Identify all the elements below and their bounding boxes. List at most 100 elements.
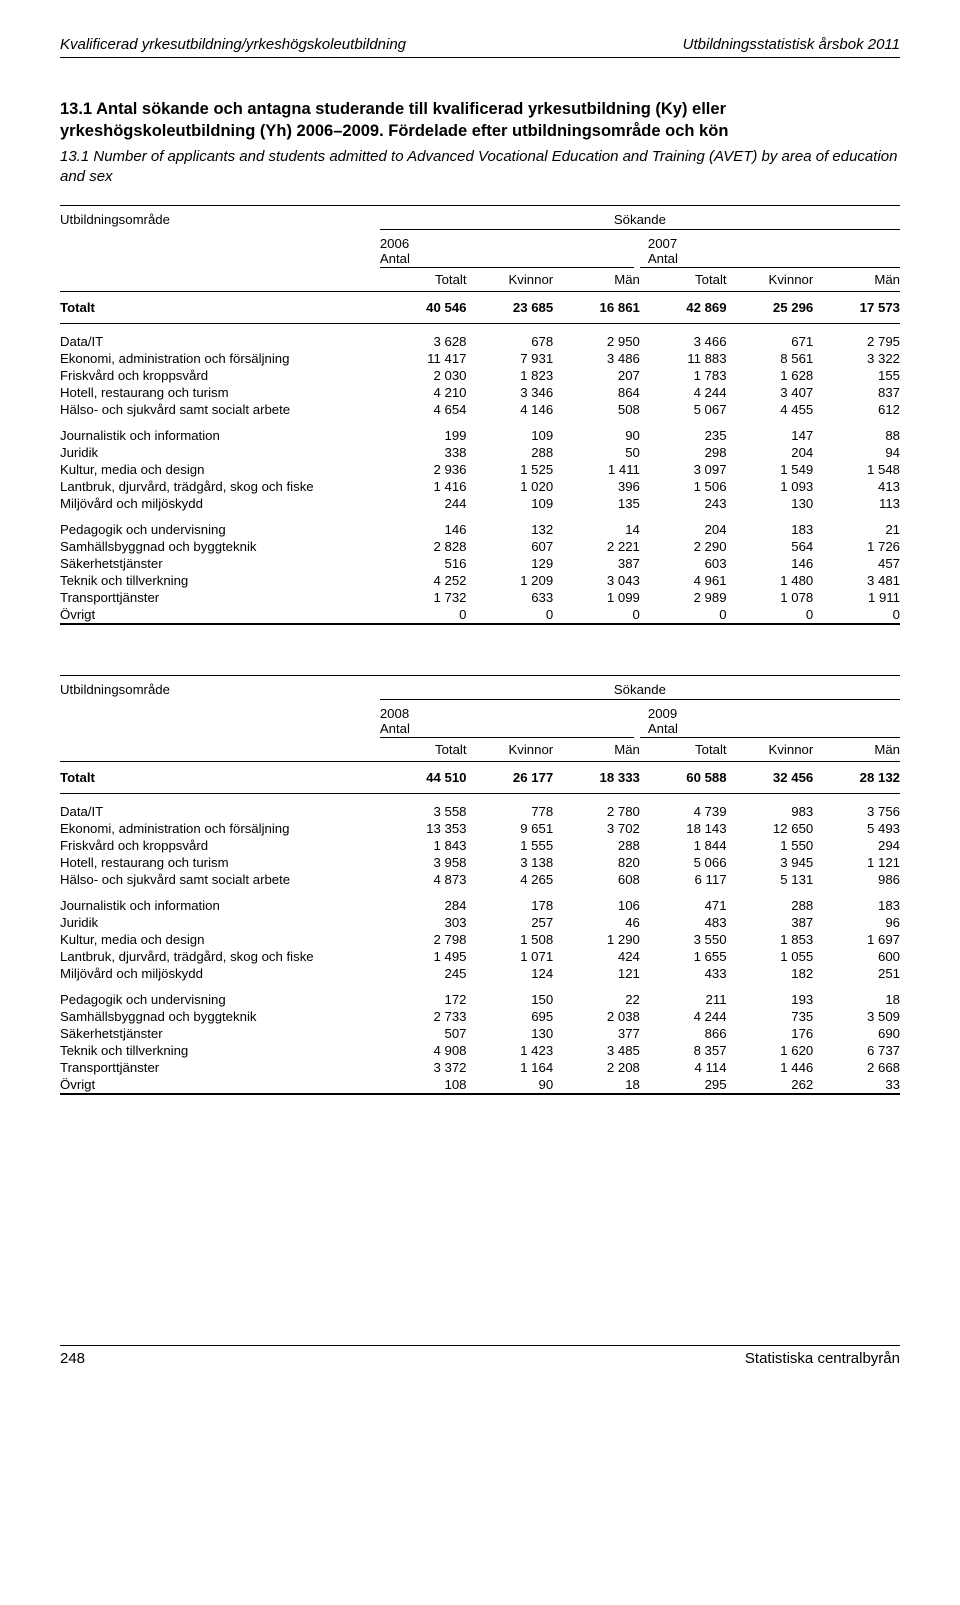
col-blank — [60, 271, 380, 292]
data-cell: 33 — [813, 1076, 900, 1094]
data-cell: 5 067 — [640, 401, 727, 418]
data-cell: 3 702 — [553, 820, 640, 837]
data-cell: 3 138 — [467, 854, 554, 871]
table-row: Teknik och tillverkning4 9081 4233 4858 … — [60, 1042, 900, 1059]
data-cell: 5 131 — [727, 871, 814, 888]
col-header: Kvinnor — [467, 741, 554, 762]
table-row: Pedagogik och undervisning14613214204183… — [60, 512, 900, 538]
col-header: Män — [813, 271, 900, 292]
data-cell: 147 — [727, 418, 814, 444]
table-row: Hälso- och sjukvård samt socialt arbete4… — [60, 401, 900, 418]
data-cell: 1 525 — [467, 461, 554, 478]
data-cell: 183 — [727, 512, 814, 538]
table-row: Transporttjänster1 7326331 0992 9891 078… — [60, 589, 900, 606]
page-header: Kvalificerad yrkesutbildning/yrkeshögsko… — [60, 36, 900, 58]
table-2006-2007: UtbildningsområdeSökande2006Antal2007Ant… — [60, 205, 900, 625]
data-cell: 8 561 — [727, 350, 814, 367]
data-cell: 11 883 — [640, 350, 727, 367]
data-cell: 7 931 — [467, 350, 554, 367]
data-cell: 132 — [467, 512, 554, 538]
data-cell: 1 783 — [640, 367, 727, 384]
data-cell: 3 958 — [380, 854, 467, 871]
total-cell: 44 510 — [380, 762, 467, 794]
data-cell: 90 — [553, 418, 640, 444]
row-label: Journalistik och information — [60, 418, 380, 444]
row-label: Data/IT — [60, 794, 380, 821]
table-row: Journalistik och information284178106471… — [60, 888, 900, 914]
data-cell: 2 290 — [640, 538, 727, 555]
col-header: Totalt — [380, 741, 467, 762]
col-header: Totalt — [640, 271, 727, 292]
data-cell: 4 252 — [380, 572, 467, 589]
data-cell: 109 — [467, 495, 554, 512]
data-cell: 4 244 — [640, 1008, 727, 1025]
data-cell: 1 099 — [553, 589, 640, 606]
table-row: Samhällsbyggnad och byggteknik2 8286072 … — [60, 538, 900, 555]
data-cell: 433 — [640, 965, 727, 982]
data-cell: 2 668 — [813, 1059, 900, 1076]
data-cell: 1 446 — [727, 1059, 814, 1076]
table-row: Miljövård och miljöskydd2441091352431301… — [60, 495, 900, 512]
data-cell: 94 — [813, 444, 900, 461]
data-cell: 130 — [467, 1025, 554, 1042]
table-row: Ekonomi, administration och försäljning1… — [60, 350, 900, 367]
data-cell: 1 209 — [467, 572, 554, 589]
data-cell: 457 — [813, 555, 900, 572]
year-right: 2007Antal — [640, 230, 900, 268]
total-cell: 60 588 — [640, 762, 727, 794]
row-label: Hotell, restaurang och turism — [60, 854, 380, 871]
data-cell: 18 — [553, 1076, 640, 1094]
col-header: Män — [553, 741, 640, 762]
col-header: Män — [553, 271, 640, 292]
table-row: Friskvård och kroppsvård2 0301 8232071 7… — [60, 367, 900, 384]
data-cell: 1 823 — [467, 367, 554, 384]
data-cell: 204 — [640, 512, 727, 538]
data-cell: 1 164 — [467, 1059, 554, 1076]
data-cell: 12 650 — [727, 820, 814, 837]
row-label: Friskvård och kroppsvård — [60, 837, 380, 854]
page-footer: 248 Statistiska centralbyrån — [60, 1345, 900, 1367]
total-cell: 25 296 — [727, 292, 814, 324]
table-row: Övrigt000000 — [60, 606, 900, 624]
data-cell: 251 — [813, 965, 900, 982]
data-cell: 3 756 — [813, 794, 900, 821]
data-cell: 295 — [640, 1076, 727, 1094]
col-header: Totalt — [640, 741, 727, 762]
year-left: 2008Antal — [380, 700, 640, 738]
data-cell: 1 844 — [640, 837, 727, 854]
data-cell: 3 372 — [380, 1059, 467, 1076]
data-cell: 3 466 — [640, 324, 727, 351]
data-cell: 1 055 — [727, 948, 814, 965]
col-header: Totalt — [380, 271, 467, 292]
data-cell: 1 121 — [813, 854, 900, 871]
title-block: 13.1 Antal sökande och antagna studerand… — [60, 98, 900, 187]
data-cell: 211 — [640, 982, 727, 1008]
table-row: Kultur, media och design2 7981 5081 2903… — [60, 931, 900, 948]
table-row: Juridik3032574648338796 — [60, 914, 900, 931]
row-label: Samhällsbyggnad och byggteknik — [60, 538, 380, 555]
data-cell: 2 936 — [380, 461, 467, 478]
data-cell: 96 — [813, 914, 900, 931]
table-row: Samhällsbyggnad och byggteknik2 7336952 … — [60, 1008, 900, 1025]
data-cell: 671 — [727, 324, 814, 351]
data-cell: 4 146 — [467, 401, 554, 418]
data-cell: 2 795 — [813, 324, 900, 351]
data-cell: 6 117 — [640, 871, 727, 888]
data-cell: 608 — [553, 871, 640, 888]
title-english: 13.1 Number of applicants and students a… — [60, 147, 900, 188]
data-cell: 3 097 — [640, 461, 727, 478]
data-cell: 124 — [467, 965, 554, 982]
footer-publisher: Statistiska centralbyrån — [745, 1350, 900, 1367]
data-cell: 516 — [380, 555, 467, 572]
total-cell: 42 869 — [640, 292, 727, 324]
data-cell: 3 945 — [727, 854, 814, 871]
data-cell: 4 455 — [727, 401, 814, 418]
data-cell: 4 654 — [380, 401, 467, 418]
row-label: Övrigt — [60, 1076, 380, 1094]
data-cell: 0 — [380, 606, 467, 624]
super-header: Sökande — [380, 206, 900, 230]
table-row: Data/IT3 5587782 7804 7399833 756 — [60, 794, 900, 821]
col-header: Män — [813, 741, 900, 762]
data-cell: 46 — [553, 914, 640, 931]
data-cell: 690 — [813, 1025, 900, 1042]
